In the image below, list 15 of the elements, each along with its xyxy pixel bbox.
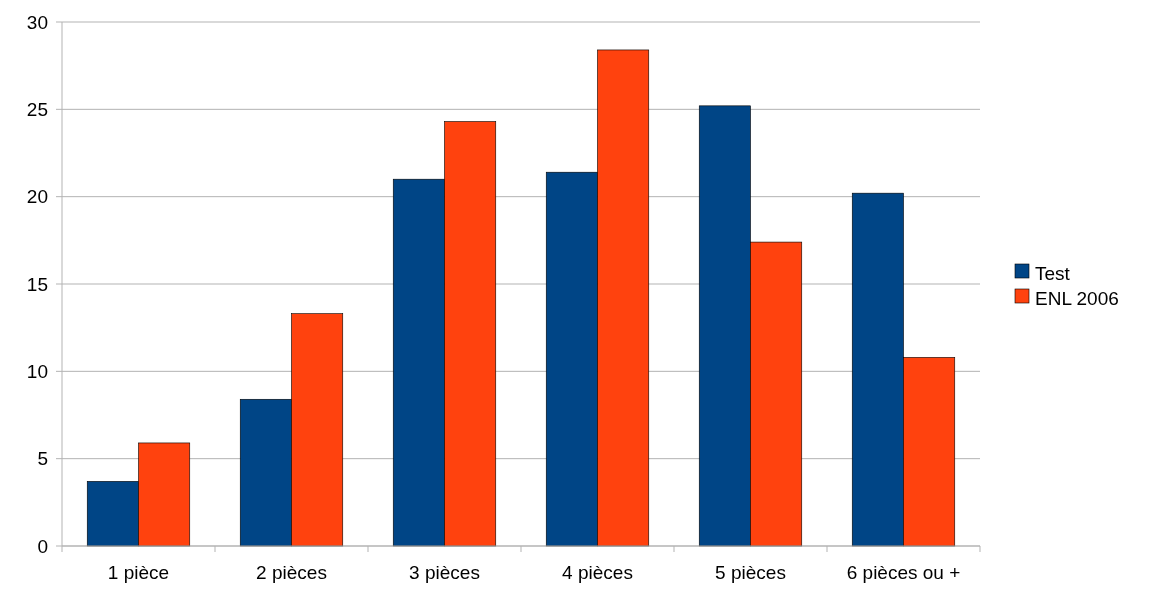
x-tick-label: 4 pièces	[562, 562, 633, 583]
x-tick-label: 1 pièce	[107, 562, 170, 583]
y-tick-label: 25	[26, 98, 48, 120]
y-tick-label: 20	[26, 186, 48, 208]
legend-label: Test	[1035, 262, 1071, 284]
x-tick-label: 3 pièces	[409, 562, 480, 583]
y-tick-label: 15	[26, 273, 48, 295]
y-tick-label: 10	[26, 360, 48, 382]
x-tick-label: 6 pièces ou +	[846, 562, 961, 583]
y-tick-label: 0	[37, 535, 48, 557]
x-tick-label: 2 pièces	[256, 562, 327, 583]
y-tick-label: 5	[37, 448, 48, 470]
legend-label: ENL 2006	[1035, 287, 1119, 309]
y-tick-label: 30	[26, 11, 48, 33]
x-tick-label: 5 pièces	[715, 562, 786, 583]
